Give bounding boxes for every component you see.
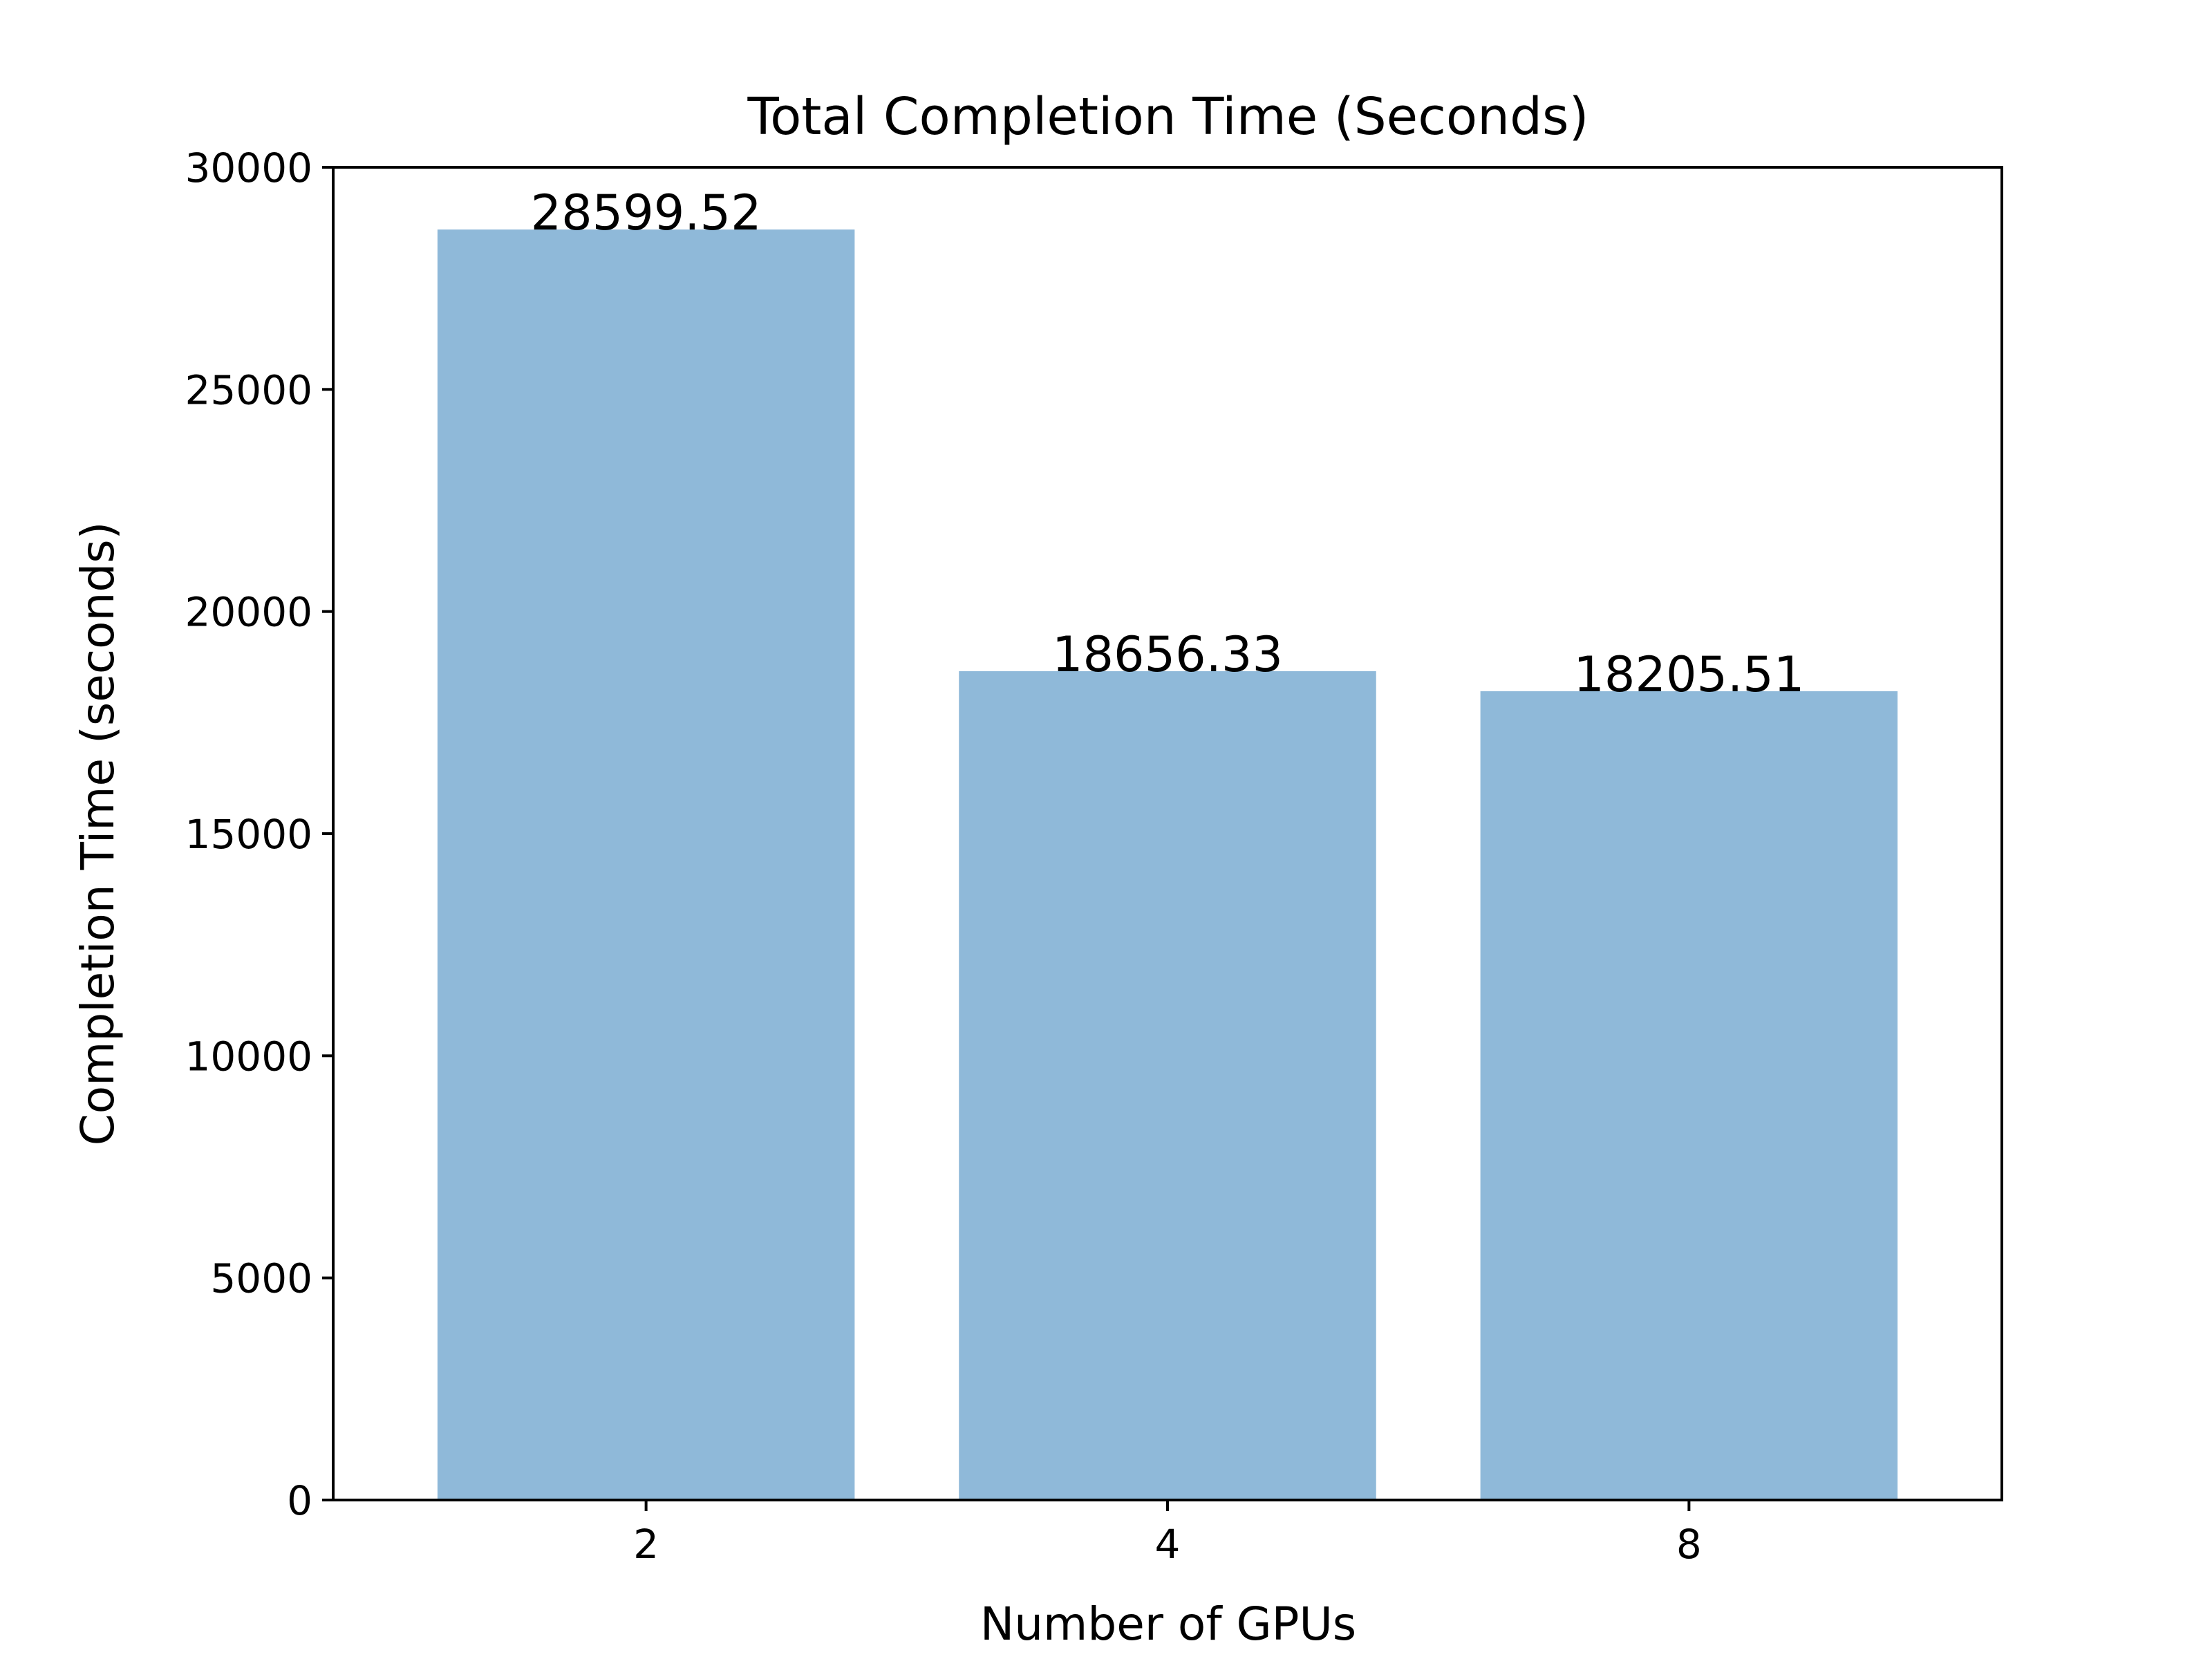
data-label-4: 18656.33 xyxy=(1052,626,1283,683)
x-axis-label: Number of GPUs xyxy=(980,1597,1356,1651)
y-tick-label-30000: 30000 xyxy=(185,144,312,191)
x-tick-label-2: 2 xyxy=(633,1521,659,1568)
chart-title: Total Completion Time (Seconds) xyxy=(747,87,1589,147)
bar-8 xyxy=(1480,691,1898,1500)
y-tick-label-20000: 20000 xyxy=(185,589,312,636)
y-tick-label-15000: 15000 xyxy=(185,811,312,858)
y-axis-label: Completion Time (seconds) xyxy=(71,522,124,1146)
x-axis: 2 4 8 xyxy=(633,1500,1702,1568)
y-tick-label-0: 0 xyxy=(287,1477,312,1524)
bars-layer xyxy=(437,229,1898,1501)
data-label-2: 28599.52 xyxy=(531,185,762,241)
y-tick-label-25000: 25000 xyxy=(185,366,312,413)
x-tick-label-8: 8 xyxy=(1676,1521,1702,1568)
y-axis: 0 5000 10000 15000 20000 25000 30000 xyxy=(185,144,333,1524)
x-tick-label-4: 4 xyxy=(1155,1521,1181,1568)
bar-2 xyxy=(437,229,855,1501)
y-tick-label-5000: 5000 xyxy=(210,1255,312,1302)
data-label-8: 18205.51 xyxy=(1573,646,1804,703)
bar-4 xyxy=(959,671,1376,1501)
y-tick-label-10000: 10000 xyxy=(185,1033,312,1080)
data-labels-layer: 28599.52 18656.33 18205.51 xyxy=(531,185,1805,703)
